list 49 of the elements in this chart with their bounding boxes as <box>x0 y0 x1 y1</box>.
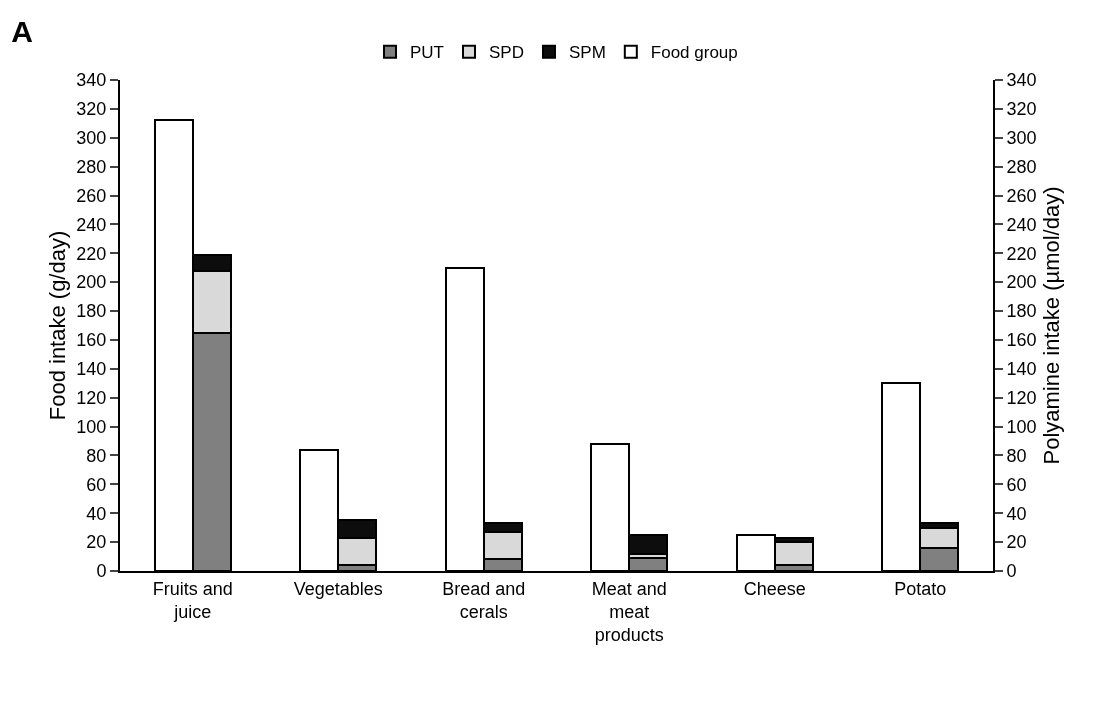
y2-tick-label: 120 <box>1006 388 1037 409</box>
y2-tick-label: 20 <box>1006 532 1027 553</box>
y2-tick-label: 260 <box>1006 185 1037 206</box>
y-tick-label: 280 <box>76 156 107 177</box>
y-tick-label: 300 <box>76 128 107 149</box>
y-tick-label: 240 <box>76 214 107 235</box>
y-tick-label: 320 <box>76 99 107 120</box>
y2-tick-label: 300 <box>1006 128 1037 149</box>
y-tick-label: 180 <box>76 301 107 322</box>
legend-label: Food group <box>650 43 738 63</box>
x-tick-label: Potato <box>894 578 947 599</box>
x-tick-label: Vegetables <box>293 578 383 599</box>
x-tick-label: Cheese <box>743 578 806 599</box>
legend-label: PUT <box>410 43 444 63</box>
y-tick-label: 100 <box>76 416 107 437</box>
y2-tick-label: 180 <box>1006 301 1037 322</box>
y-tick-label: 200 <box>76 272 107 293</box>
y2-tick-label: 100 <box>1006 416 1037 437</box>
y-tick-label: 260 <box>76 185 107 206</box>
y-tick-label: 220 <box>76 243 107 264</box>
y-tick-label: 40 <box>86 503 107 524</box>
y2-tick-label: 160 <box>1006 330 1037 351</box>
y-tick-label: 0 <box>96 561 107 582</box>
y-tick-label: 340 <box>76 70 107 91</box>
y2-tick-label: 240 <box>1006 214 1037 235</box>
y-tick-label: 80 <box>86 445 107 466</box>
legend-label: SPM <box>568 43 606 63</box>
y2-tick-label: 0 <box>1006 561 1017 582</box>
y2-tick-label: 340 <box>1006 70 1037 91</box>
y-tick-label: 60 <box>86 474 107 495</box>
x-tick-label: Meat and meat products <box>591 578 667 646</box>
y2-tick-label: 280 <box>1006 156 1037 177</box>
y-tick-label: 120 <box>76 388 107 409</box>
y2-tick-label: 80 <box>1006 445 1027 466</box>
y-tick-label: 160 <box>76 330 107 351</box>
y2-tick-label: 40 <box>1006 503 1027 524</box>
y-tick-label: 140 <box>76 359 107 380</box>
y2-tick-label: 140 <box>1006 359 1037 380</box>
x-tick-label: Bread and cerals <box>442 578 526 622</box>
y2-tick-label: 200 <box>1006 272 1037 293</box>
y2-tick-label: 320 <box>1006 99 1037 120</box>
legend-label: SPD <box>489 43 524 63</box>
y2-axis-title: Polyamine intake (µmol/day) <box>1039 186 1064 465</box>
y2-tick-label: 220 <box>1006 243 1037 264</box>
y-axis-title: Food intake (g/day) <box>45 230 70 421</box>
chart-title: A <box>11 15 33 49</box>
x-tick-label: Fruits and juice <box>152 578 233 622</box>
y-tick-label: 20 <box>86 532 107 553</box>
y2-tick-label: 60 <box>1006 474 1027 495</box>
